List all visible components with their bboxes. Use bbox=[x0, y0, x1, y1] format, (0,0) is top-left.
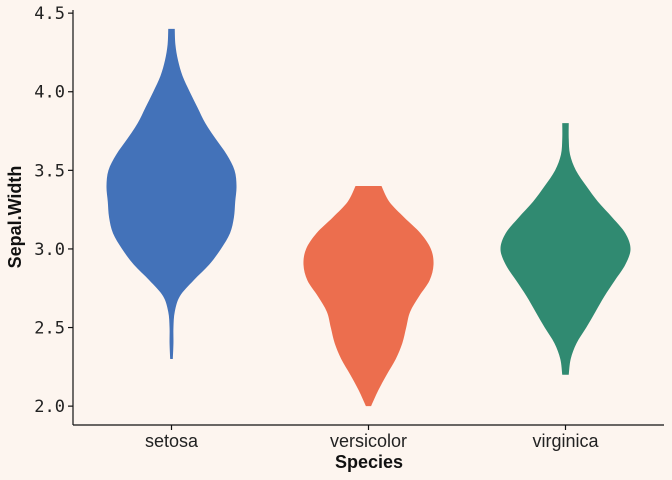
violin-virginica bbox=[500, 123, 631, 375]
x-tick-label-versicolor: versicolor bbox=[330, 431, 407, 451]
violin-setosa bbox=[106, 28, 237, 359]
x-axis-title: Species bbox=[335, 452, 403, 472]
y-tick-label: 3.0 bbox=[34, 240, 65, 260]
x-axis-ticks: setosa versicolor virginica bbox=[145, 425, 599, 451]
y-tick-label: 4.5 bbox=[34, 4, 65, 24]
violin-versicolor bbox=[303, 186, 434, 407]
y-tick-label: 2.0 bbox=[34, 397, 65, 417]
y-axis-ticks: 2.0 2.5 3.0 3.5 4.0 4.5 bbox=[34, 4, 73, 417]
y-tick-label: 3.5 bbox=[34, 161, 65, 181]
x-tick-label-setosa: setosa bbox=[145, 431, 199, 451]
violins-layer bbox=[106, 28, 631, 407]
y-axis-title: Sepal.Width bbox=[5, 166, 25, 269]
y-tick-label: 2.5 bbox=[34, 319, 65, 339]
x-tick-label-virginica: virginica bbox=[532, 431, 599, 451]
y-tick-label: 4.0 bbox=[34, 83, 65, 103]
